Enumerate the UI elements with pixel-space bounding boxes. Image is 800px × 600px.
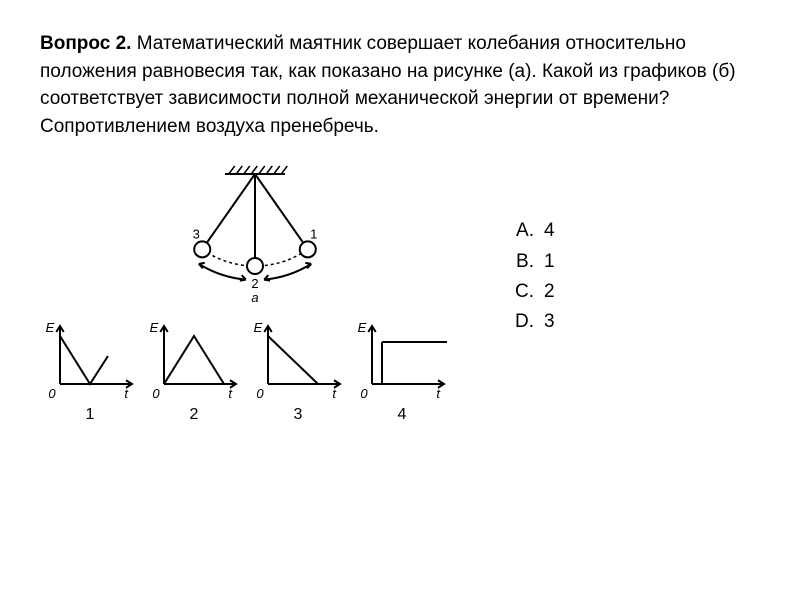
option-value: 3 <box>540 307 555 337</box>
svg-text:1: 1 <box>310 227 317 242</box>
svg-text:3: 3 <box>193 227 200 242</box>
graph-number-label: 3 <box>294 406 303 424</box>
svg-text:t: t <box>228 386 233 401</box>
graph-svg-1: Et 0 <box>40 314 140 404</box>
option-letter: C. <box>500 277 540 307</box>
graph-4: Et 0 4 <box>352 314 452 424</box>
option-value: 1 <box>540 247 555 277</box>
option-letter: B. <box>500 247 540 277</box>
svg-text:E: E <box>46 320 55 335</box>
svg-text:2: 2 <box>251 276 258 291</box>
question-prefix: Вопрос 2. <box>40 33 131 54</box>
svg-text:0: 0 <box>256 386 264 401</box>
graph-svg-2: Et 0 <box>144 314 244 404</box>
question-text: Вопрос 2. Математический маятник соверша… <box>40 30 760 140</box>
graphs-row: Et 0 1 Et 0 2 Et 0 3 Et 0 4 <box>40 314 470 424</box>
pendulum-figure: 3 2 1 а <box>40 156 470 306</box>
svg-text:t: t <box>332 386 337 401</box>
option-value: 2 <box>540 277 555 307</box>
graph-number-label: 2 <box>190 406 199 424</box>
option-letter: A. <box>500 216 540 246</box>
svg-text:t: t <box>124 386 129 401</box>
option-value: 4 <box>540 216 555 246</box>
svg-text:0: 0 <box>48 386 56 401</box>
figure-area: 321а Et01Et02Et03Et04 A.4B. 1C.2D. 3 <box>40 156 760 424</box>
option-row-0[interactable]: A.4 <box>500 216 555 246</box>
graph-2: Et 0 2 <box>144 314 244 424</box>
figures-column: 3 2 1 а Et 0 1 Et 0 2 Et 0 3 Et 0 4 <box>40 156 470 424</box>
option-row-1[interactable]: B. 1 <box>500 247 555 277</box>
svg-text:а: а <box>251 290 258 305</box>
svg-text:t: t <box>436 386 441 401</box>
graph-svg-4: Et 0 <box>352 314 452 404</box>
question-body: Математический маятник совершает колебан… <box>40 33 736 137</box>
pendulum-svg: 3 2 1 а <box>160 156 350 306</box>
option-row-3[interactable]: D. 3 <box>500 307 555 337</box>
graph-number-label: 1 <box>86 406 95 424</box>
svg-text:0: 0 <box>360 386 368 401</box>
option-row-2[interactable]: C.2 <box>500 277 555 307</box>
graph-3: Et 0 3 <box>248 314 348 424</box>
svg-text:E: E <box>358 320 367 335</box>
svg-text:E: E <box>150 320 159 335</box>
svg-text:0: 0 <box>152 386 160 401</box>
graph-svg-3: Et 0 <box>248 314 348 404</box>
graph-1: Et 0 1 <box>40 314 140 424</box>
svg-text:E: E <box>254 320 263 335</box>
option-letter: D. <box>500 307 540 337</box>
answer-options: A.4B. 1C.2D. 3 <box>500 216 555 338</box>
options-column: A.4B. 1C.2D. 3 <box>500 156 555 338</box>
graph-number-label: 4 <box>398 406 407 424</box>
